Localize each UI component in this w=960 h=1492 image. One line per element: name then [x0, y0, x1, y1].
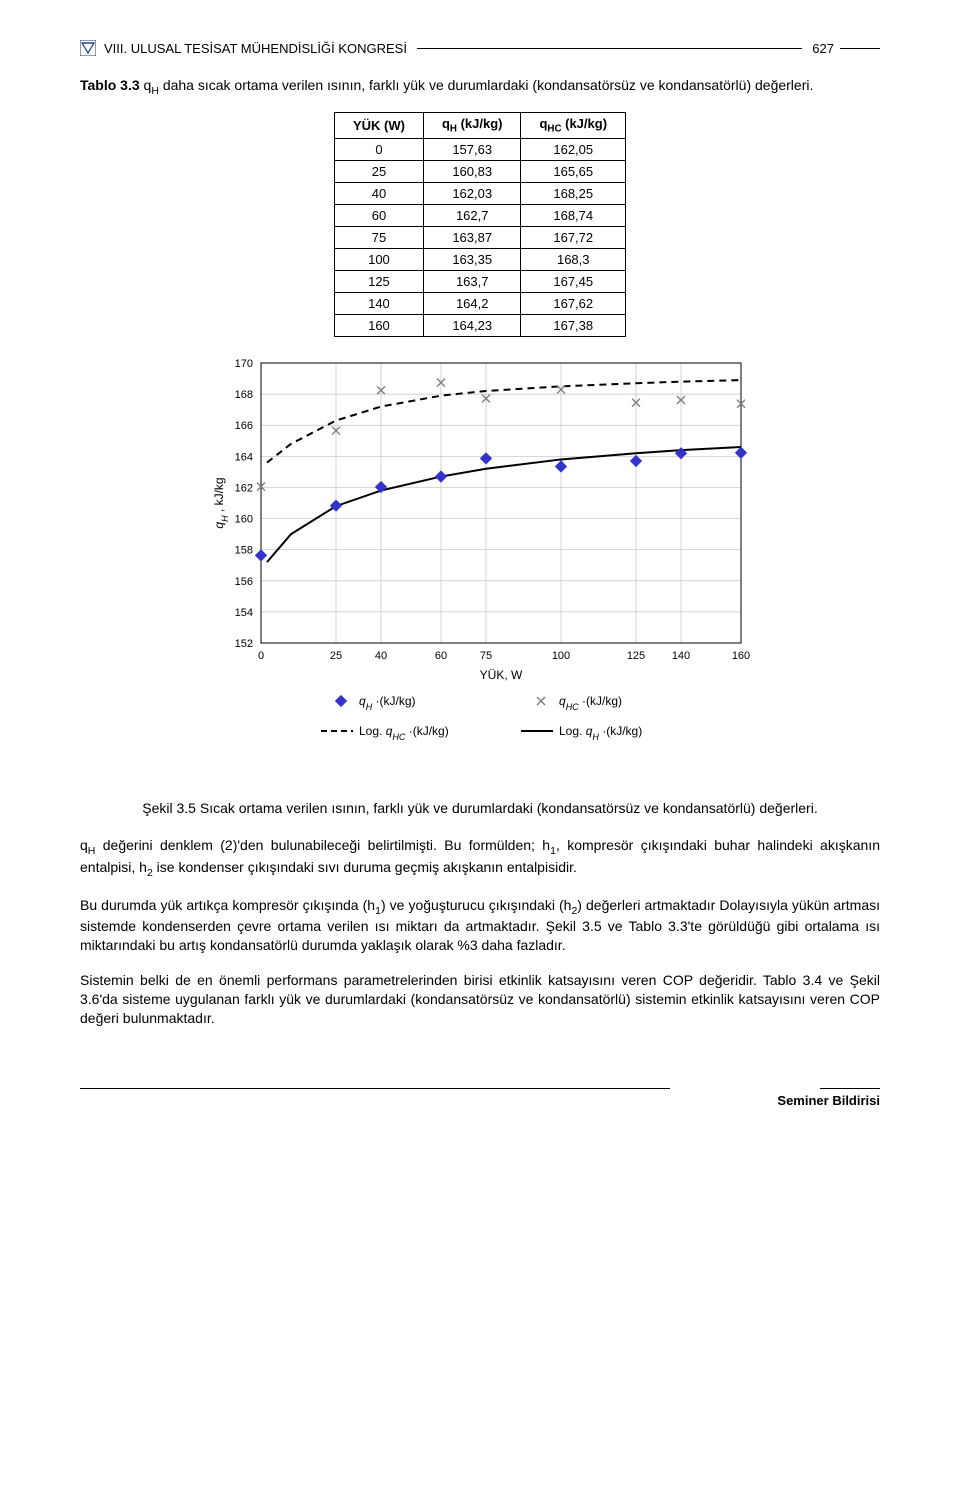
para-text: ) ve yoğuşturucu çıkışındaki (h [381, 897, 572, 913]
table-cell: 164,23 [423, 314, 521, 336]
table-cell: 100 [334, 248, 423, 270]
table-cell: 60 [334, 204, 423, 226]
table-row: 40162,03168,25 [334, 182, 625, 204]
table-row: 100163,35168,3 [334, 248, 625, 270]
svg-text:125: 125 [627, 650, 645, 662]
table-caption: Tablo 3.3 qH daha sıcak ortama verilen ı… [80, 76, 880, 98]
table-cell: 160,83 [423, 160, 521, 182]
table-row: 125163,7167,45 [334, 270, 625, 292]
svg-text:YÜK, W: YÜK, W [480, 668, 523, 682]
table-header: YÜK (W) [334, 112, 423, 138]
paragraph: Bu durumda yük artıkça kompresör çıkışın… [80, 896, 880, 956]
table-cell: 163,87 [423, 226, 521, 248]
table-cell: 168,3 [521, 248, 626, 270]
header-page-number: 627 [812, 41, 834, 56]
table-cell: 168,25 [521, 182, 626, 204]
svg-text:156: 156 [235, 575, 253, 587]
logo-icon [80, 40, 96, 56]
chart: 0 25 40 60 75 100 125 140 160 152 154 156 158 160 162 1… [205, 353, 755, 796]
table-header: qH (kJ/kg) [423, 112, 521, 138]
svg-text:170: 170 [235, 358, 253, 370]
table-caption-label: Tablo 3.3 [80, 77, 140, 93]
para-text: Bu durumda yük artıkça kompresör çıkışın… [80, 897, 375, 913]
table-cell: 163,7 [423, 270, 521, 292]
svg-text:100: 100 [552, 650, 570, 662]
paragraph: Sistemin belki de en önemli performans p… [80, 971, 880, 1028]
caption-sub: H [151, 85, 159, 97]
table-cell: 167,45 [521, 270, 626, 292]
header-rule [417, 48, 802, 49]
table-cell: 0 [334, 138, 423, 160]
svg-text:Log. qHC ·(kJ/kg): Log. qHC ·(kJ/kg) [359, 724, 449, 742]
svg-text:60: 60 [435, 650, 447, 662]
para-text: q [80, 837, 88, 853]
table-cell: 162,05 [521, 138, 626, 160]
svg-text:158: 158 [235, 544, 253, 556]
table-cell: 162,7 [423, 204, 521, 226]
svg-text:qHC ·(kJ/kg): qHC ·(kJ/kg) [559, 694, 622, 712]
table-cell: 125 [334, 270, 423, 292]
svg-text:166: 166 [235, 420, 253, 432]
svg-text:qH , kJ/kg: qH , kJ/kg [212, 477, 230, 528]
table-cell: 167,38 [521, 314, 626, 336]
figure-caption: Şekil 3.5 Sıcak ortama verilen ısının, f… [80, 800, 880, 816]
svg-text:40: 40 [375, 650, 387, 662]
svg-text:160: 160 [235, 513, 253, 525]
table-row: 60162,7168,74 [334, 204, 625, 226]
para-text: değerini denklem (2)'den bulunabileceği … [95, 837, 550, 853]
svg-text:154: 154 [235, 606, 253, 618]
svg-text:0: 0 [258, 650, 264, 662]
paragraph: qH değerini denklem (2)'den bulunabilece… [80, 836, 880, 880]
table-row: 140164,2167,62 [334, 292, 625, 314]
table-header: qHC (kJ/kg) [521, 112, 626, 138]
figure-caption-label: Şekil 3.5 [142, 800, 196, 816]
footer-label: Seminer Bildirisi [80, 1093, 880, 1108]
table-cell: 40 [334, 182, 423, 204]
table-cell: 75 [334, 226, 423, 248]
svg-text:162: 162 [235, 482, 253, 494]
footer-rule [80, 1088, 670, 1089]
table-cell: 167,72 [521, 226, 626, 248]
table-cell: 168,74 [521, 204, 626, 226]
page-footer: Seminer Bildirisi [80, 1088, 880, 1108]
table-cell: 165,65 [521, 160, 626, 182]
para-text: ise kondenser çıkışındaki sıvı duruma ge… [153, 859, 577, 875]
caption-text-b: daha sıcak ortama verilen ısının, farklı… [159, 77, 813, 93]
table-cell: 164,2 [423, 292, 521, 314]
table-row: 75163,87167,72 [334, 226, 625, 248]
svg-text:168: 168 [235, 389, 253, 401]
table-cell: 163,35 [423, 248, 521, 270]
svg-text:Log. qH ·(kJ/kg): Log. qH ·(kJ/kg) [559, 724, 642, 742]
header-rule-end [840, 48, 880, 49]
table-cell: 140 [334, 292, 423, 314]
caption-text-a: q [140, 77, 152, 93]
footer-rule [820, 1088, 880, 1089]
table-cell: 167,62 [521, 292, 626, 314]
table-cell: 25 [334, 160, 423, 182]
svg-text:140: 140 [672, 650, 690, 662]
svg-text:qH ·(kJ/kg): qH ·(kJ/kg) [359, 694, 416, 712]
table-cell: 160 [334, 314, 423, 336]
th-sub: HC [547, 124, 561, 135]
th-sub: H [450, 124, 457, 135]
page-header: VIII. ULUSAL TESİSAT MÜHENDİSLİĞİ KONGRE… [80, 40, 880, 56]
chart-svg: 0 25 40 60 75 100 125 140 160 152 154 156 158 160 162 1… [205, 353, 755, 793]
svg-text:164: 164 [235, 451, 253, 463]
table-cell: 157,63 [423, 138, 521, 160]
svg-text:152: 152 [235, 638, 253, 650]
table-row: 160164,23167,38 [334, 314, 625, 336]
table-cell: 162,03 [423, 182, 521, 204]
header-title: VIII. ULUSAL TESİSAT MÜHENDİSLİĞİ KONGRE… [104, 41, 407, 56]
svg-text:160: 160 [732, 650, 750, 662]
data-table: YÜK (W) qH (kJ/kg) qHC (kJ/kg) 0157,6316… [334, 112, 626, 337]
table-row: 25160,83165,65 [334, 160, 625, 182]
figure-caption-text: Sıcak ortama verilen ısının, farklı yük … [196, 800, 818, 816]
table-row: 0157,63162,05 [334, 138, 625, 160]
svg-text:25: 25 [330, 650, 342, 662]
svg-text:75: 75 [480, 650, 492, 662]
